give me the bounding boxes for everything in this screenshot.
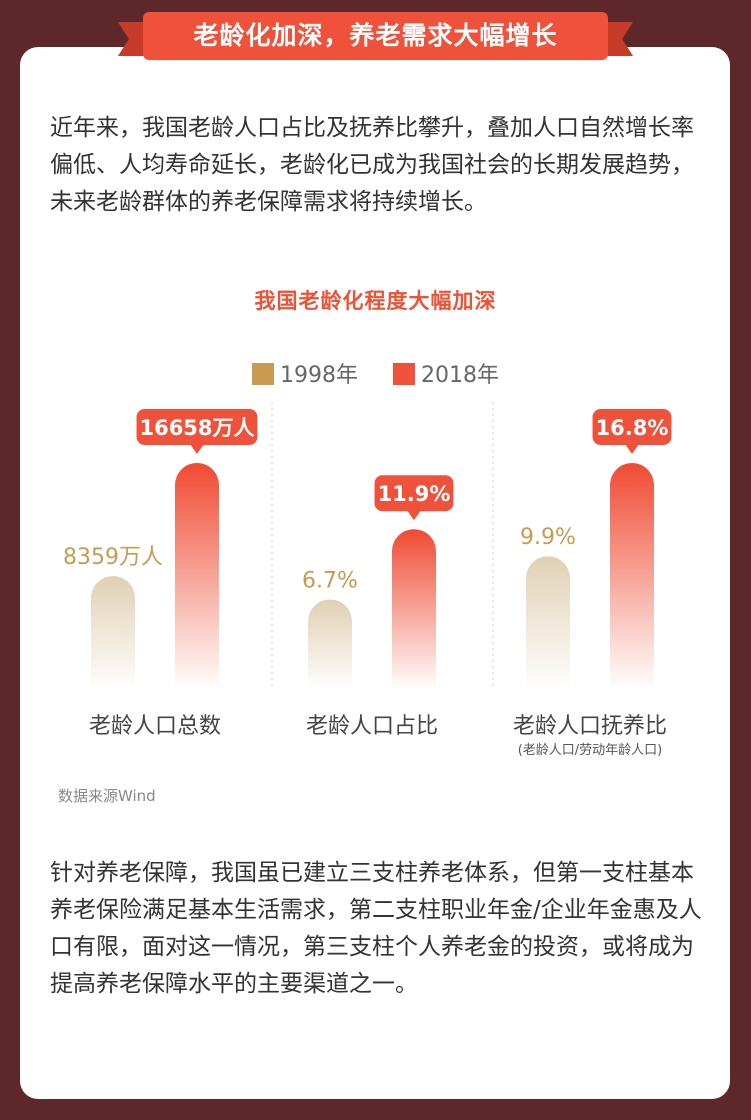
data-label-1-1: 11.9% [378, 482, 451, 506]
data-label-0-1: 16658万人 [139, 416, 254, 440]
legend-swatch-2018 [393, 363, 415, 385]
category-label-0: 老龄人口总数 [89, 714, 221, 739]
callout-box-1 [374, 475, 454, 512]
callout-pointer-1 [407, 510, 421, 521]
bar-2-0 [526, 556, 570, 690]
bar-2-1 [610, 463, 654, 690]
category-note-2: (老龄人口/劳动年龄人口) [518, 742, 663, 758]
bar-0-0 [91, 576, 135, 690]
legend-item-2018: 2018年 [393, 357, 499, 389]
data-label-2-1: 16.8% [596, 416, 669, 440]
chart-title: 我国老龄化程度大幅加深 [240, 285, 511, 318]
intro-paragraph: 近年来，我国老龄人口占比及抚养比攀升，叠加人口自然增长率偏低、人均寿命延长，老龄… [50, 115, 694, 215]
category-label-1: 老龄人口占比 [306, 714, 438, 739]
callout-pointer-2 [625, 444, 639, 454]
callout-box-2 [592, 409, 672, 445]
legend-label-1998: 1998年 [280, 363, 358, 388]
data-label-0-0: 8359万人 [63, 545, 163, 570]
callout-pointer-0 [190, 444, 204, 454]
bar-1-0 [308, 599, 352, 690]
legend-label-2018: 2018年 [421, 363, 499, 388]
chart-title-wrap: 我国老龄化程度大幅加深 [0, 285, 751, 318]
legend-item-1998: 1998年 [252, 357, 358, 389]
chart-legend: 1998年 2018年 [0, 357, 751, 389]
closing-paragraph: 针对养老保障，我国虽已建立三支柱养老体系，但第一支柱基本养老保险满足基本生活需求… [50, 860, 702, 997]
data-label-2-0: 9.9% [520, 525, 576, 550]
callout-box-0 [136, 409, 258, 445]
header-banner: 老龄化加深，养老需求大幅增长 [143, 12, 608, 60]
bar-0-1 [175, 463, 219, 690]
data-source: 数据来源Wind [58, 787, 156, 805]
bar-1-1 [392, 529, 436, 690]
data-label-1-0: 6.7% [302, 568, 358, 593]
legend-swatch-1998 [252, 363, 274, 385]
category-label-2: 老龄人口抚养比 [513, 714, 667, 739]
